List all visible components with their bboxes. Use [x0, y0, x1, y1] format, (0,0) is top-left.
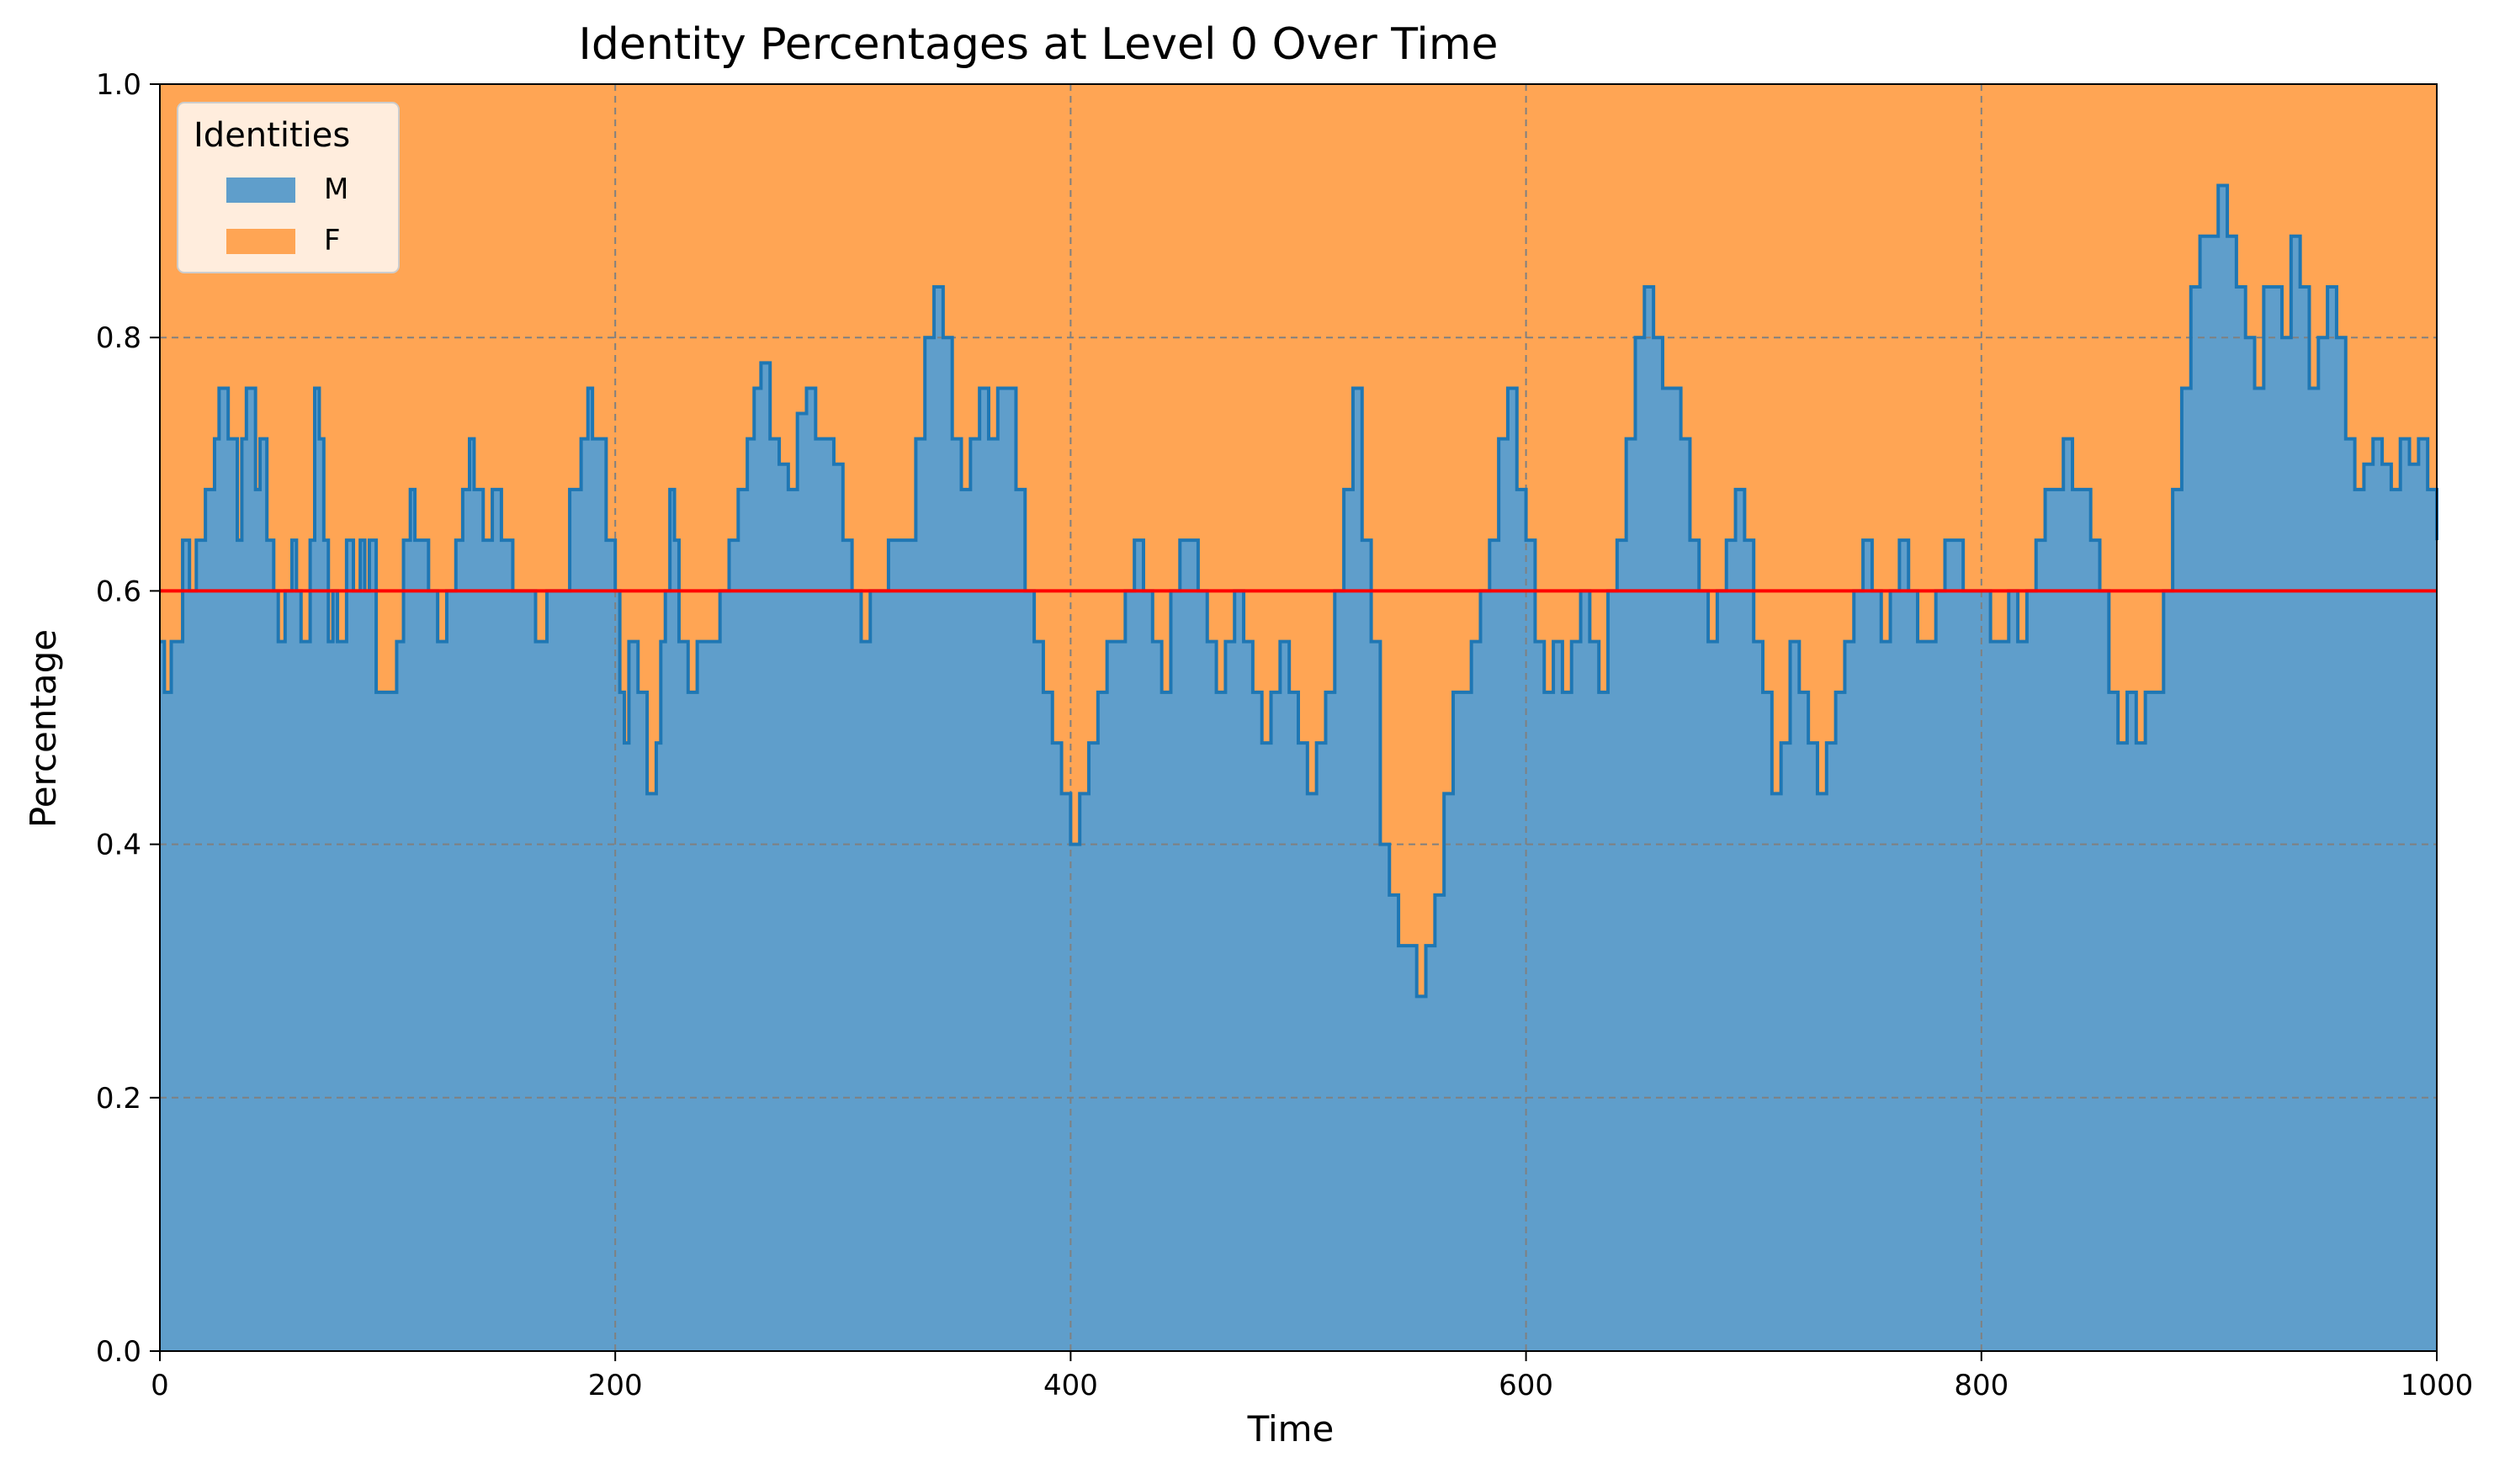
area-series-m — [160, 185, 2437, 1352]
y-axis: 0.0 0.2 0.4 0.6 0.8 1.0 — [96, 68, 160, 1369]
legend-label-f: F — [324, 224, 341, 257]
x-tick-label: 600 — [1499, 1369, 1553, 1402]
x-tick-label: 0 — [151, 1369, 169, 1402]
y-tick-label: 0.8 — [96, 321, 141, 355]
chart-title: Identity Percentages at Level 0 Over Tim… — [578, 19, 1498, 70]
y-tick-label: 0.6 — [96, 575, 141, 608]
legend-swatch-m — [226, 178, 295, 203]
x-axis: 0 200 400 600 800 1000 — [151, 1351, 2473, 1402]
legend-swatch-f — [226, 229, 295, 254]
legend-label-m: M — [324, 172, 348, 206]
y-tick-label: 0.4 — [96, 829, 141, 862]
plot-frame — [159, 83, 2438, 1352]
plot-area — [159, 83, 2438, 1352]
x-tick-label: 400 — [1043, 1369, 1098, 1402]
x-tick-label: 200 — [588, 1369, 643, 1402]
x-tick-label: 800 — [1954, 1369, 2008, 1402]
x-tick-label: 1000 — [2401, 1369, 2474, 1402]
y-tick-label: 0.2 — [96, 1082, 141, 1116]
y-axis-label: Percentage — [23, 629, 64, 828]
legend-title: Identities — [194, 116, 350, 155]
legend: Identities M F — [177, 102, 400, 273]
y-tick-label: 0.0 — [96, 1335, 141, 1369]
y-tick-label: 1.0 — [96, 68, 141, 102]
x-axis-label: Time — [1247, 1408, 1335, 1450]
